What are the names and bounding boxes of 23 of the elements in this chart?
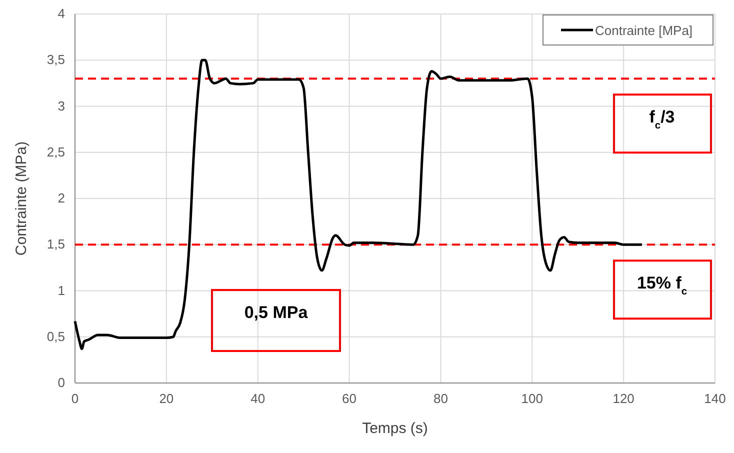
x-tick-label: 80 — [433, 391, 448, 406]
annotation: 0,5 MPa — [244, 303, 308, 322]
y-tick-label: 1,5 — [46, 236, 65, 252]
x-tick-label: 60 — [342, 391, 357, 406]
ref-line-label: f$_{c}$/3 — [649, 108, 675, 132]
legend-label: Contrainte [MPa] — [595, 23, 693, 38]
x-axis-title: Temps (s) — [362, 420, 428, 437]
y-tick-label: 1 — [58, 282, 65, 298]
y-tick-label: 3,5 — [46, 52, 65, 68]
y-tick-label: 0 — [58, 375, 65, 390]
x-tick-label: 0 — [71, 391, 79, 406]
y-tick-label: 4 — [58, 6, 65, 21]
y-tick-label: 2 — [58, 190, 65, 206]
y-tick-label: 3 — [58, 98, 65, 114]
x-tick-label: 100 — [521, 391, 543, 406]
x-tick-label: 120 — [612, 391, 634, 406]
x-tick-label: 20 — [159, 391, 174, 406]
x-tick-label: 40 — [250, 391, 266, 406]
y-tick-label: 0,5 — [46, 328, 65, 344]
y-tick-label: 2,5 — [46, 144, 65, 160]
y-axis-title: Contrainte (MPa) — [13, 141, 30, 256]
x-tick-label: 140 — [704, 391, 726, 406]
ref-line-label: 15% f$_{c}$ — [636, 274, 688, 298]
